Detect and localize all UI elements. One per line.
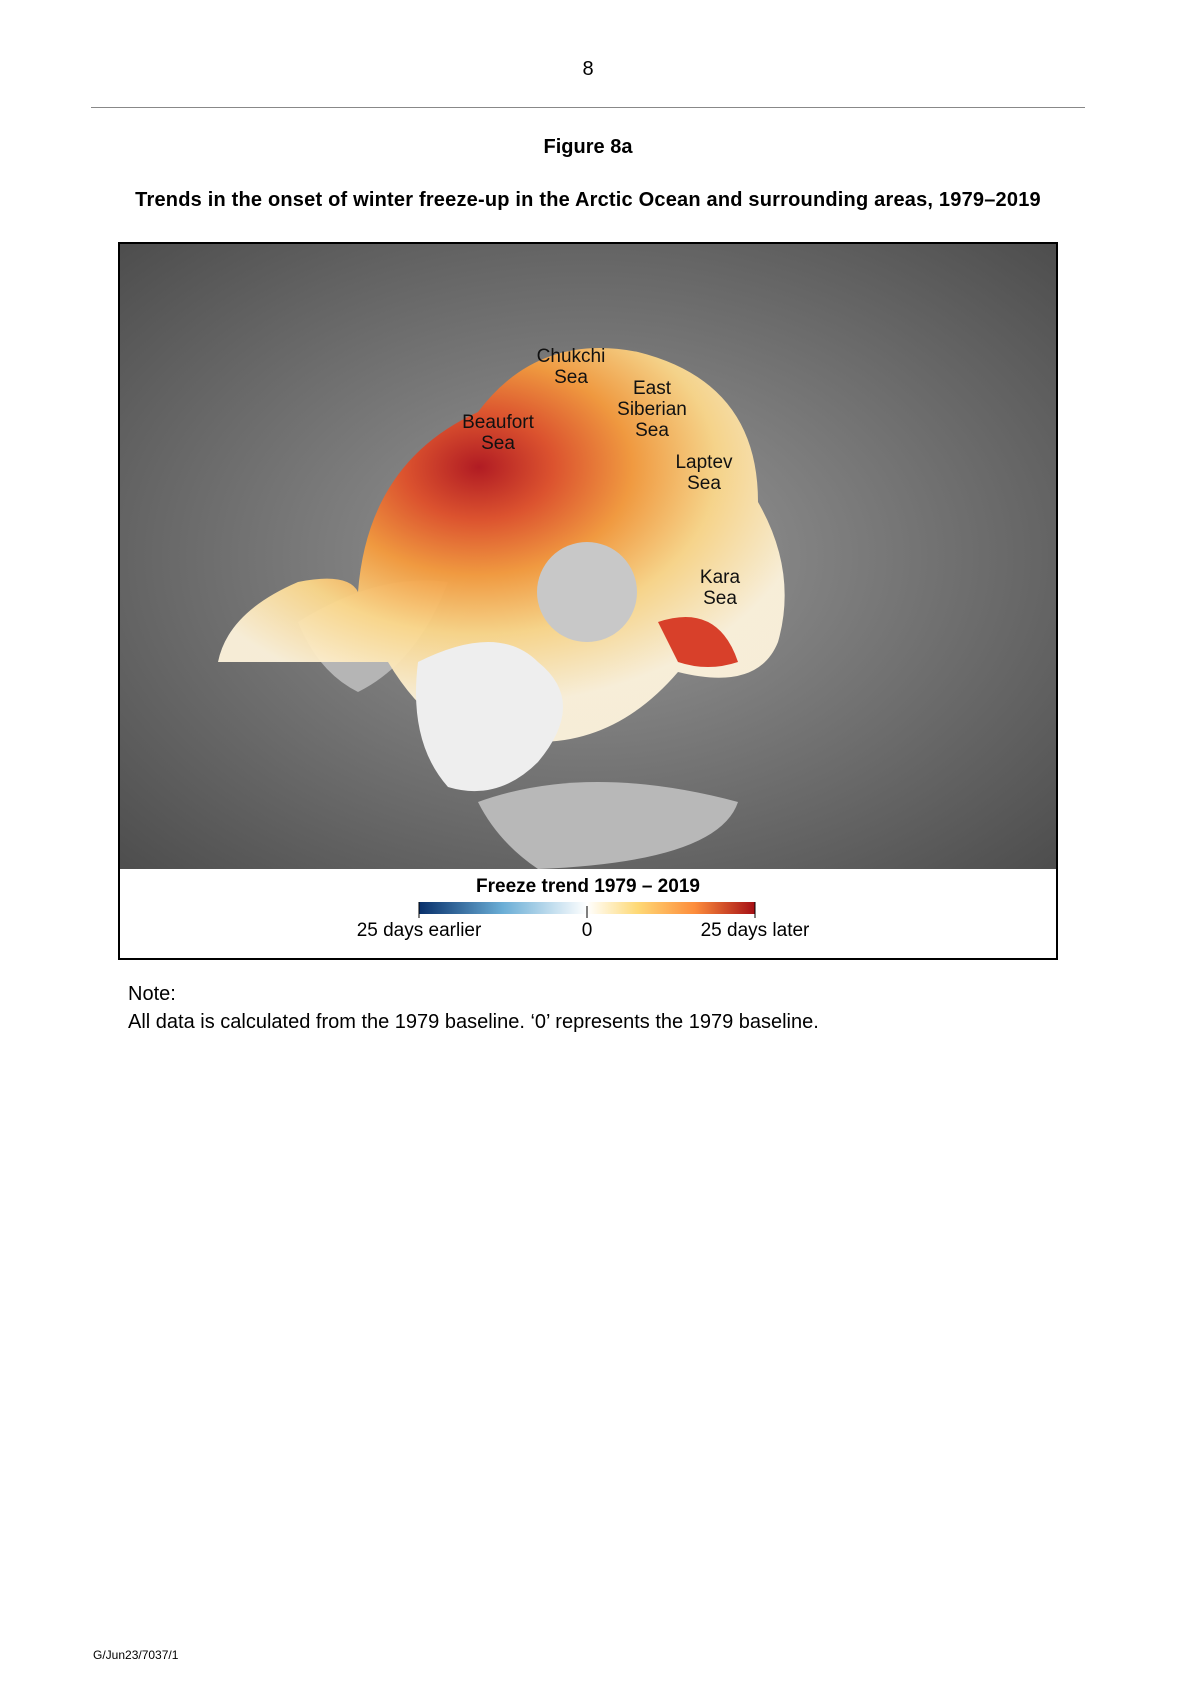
map-image (120, 244, 1056, 869)
legend-label: 0 (582, 920, 593, 941)
page-number: 8 (582, 58, 594, 80)
sea-label: Sea (687, 473, 721, 494)
sea-label: East (633, 378, 672, 399)
sea-label: Beaufort (462, 412, 535, 433)
map-labels: ChukchiSeaEastSiberianSeaBeaufortSeaLapt… (462, 346, 740, 609)
sea-label: Chukchi (537, 346, 606, 367)
sea-label: Sea (554, 367, 588, 388)
figure-label: Figure 8a (543, 136, 633, 158)
sea-label: Sea (635, 420, 669, 441)
sea-label: Laptev (675, 452, 733, 473)
map-figure: ChukchiSeaEastSiberianSeaBeaufortSeaLapt… (118, 242, 1058, 960)
header-rule (91, 107, 1085, 108)
sea-label: Siberian (617, 399, 687, 420)
sea-label: Kara (700, 567, 741, 588)
sea-label: Sea (481, 433, 515, 454)
legend-label: 25 days earlier (357, 920, 482, 941)
note-text: All data is calculated from the 1979 bas… (128, 1011, 819, 1033)
note: Note: All data is calculated from the 19… (128, 980, 819, 1036)
sea-label: Sea (703, 588, 737, 609)
legend-label: 25 days later (701, 920, 810, 941)
figure-caption: Trends in the onset of winter freeze-up … (135, 189, 1041, 211)
footer-code: G/Jun23/7037/1 (93, 1648, 179, 1662)
note-heading: Note: (128, 983, 176, 1005)
legend-title: Freeze trend 1979 – 2019 (476, 876, 700, 897)
